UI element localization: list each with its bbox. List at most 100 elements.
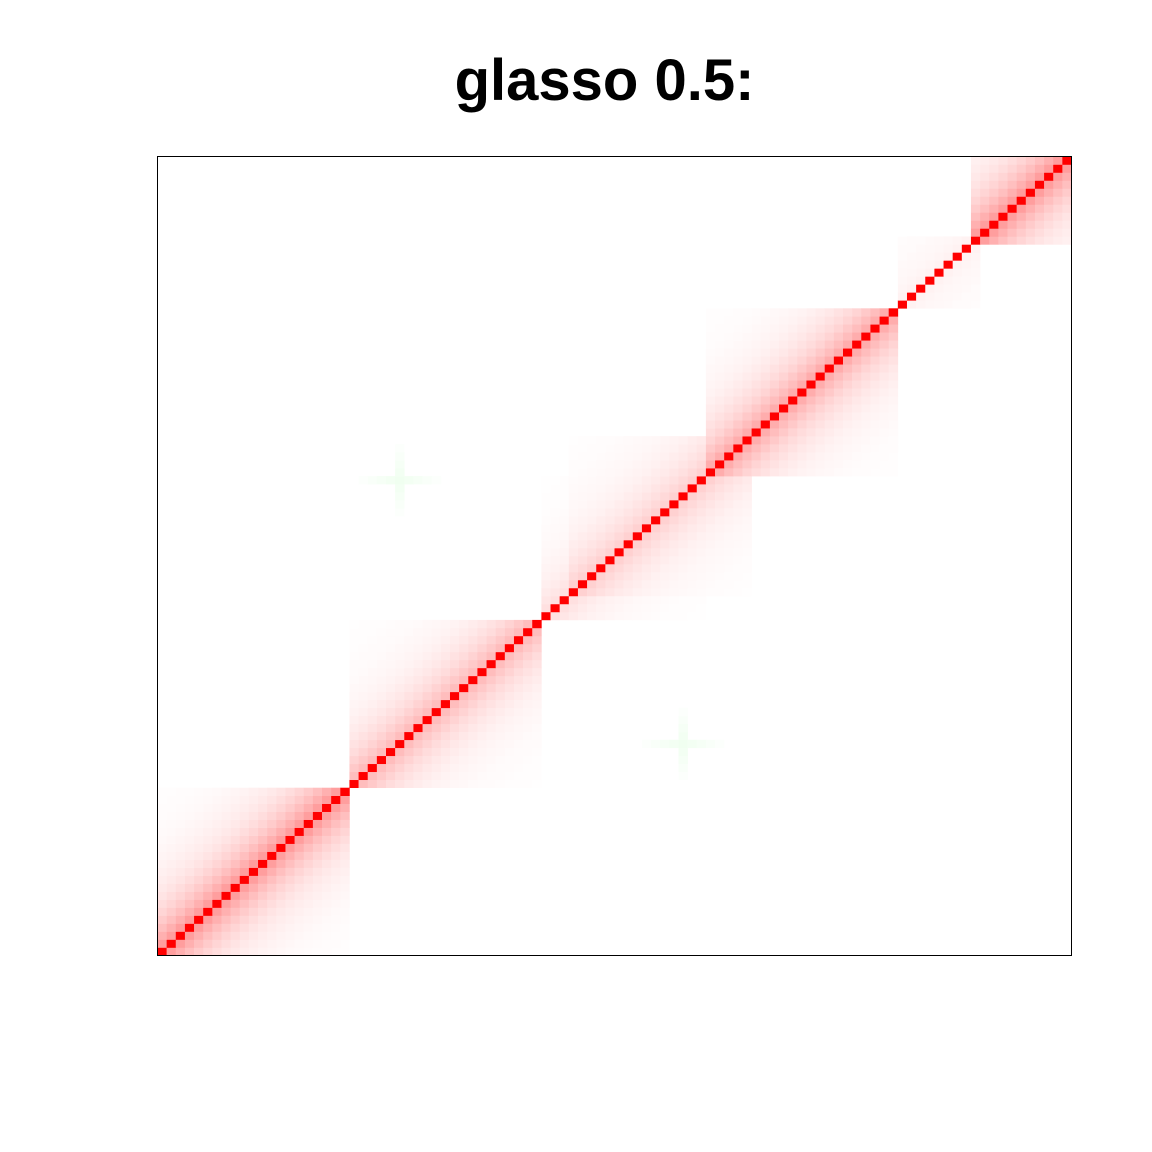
- heatmap-cell: [221, 787, 231, 796]
- heatmap-cell: [468, 635, 478, 645]
- heatmap-cell: [623, 444, 634, 453]
- heatmap-cell: [651, 739, 661, 749]
- heatmap-diagonal-cell: [751, 428, 762, 437]
- heatmap-cell: [440, 707, 451, 717]
- heatmap-cell: [532, 659, 542, 669]
- heatmap-cell: [632, 508, 643, 517]
- heatmap-cell: [194, 827, 204, 836]
- heatmap-cell: [404, 667, 414, 677]
- heatmap-cell: [998, 204, 1008, 213]
- heatmap-cell: [523, 763, 533, 773]
- heatmap-cell: [678, 563, 688, 573]
- heatmap-cell: [395, 723, 405, 733]
- heatmap-cell: [587, 563, 597, 573]
- heatmap-cell: [157, 827, 167, 836]
- heatmap-cell: [504, 715, 515, 725]
- heatmap-cell: [477, 707, 487, 717]
- heatmap-cell: [459, 651, 469, 661]
- heatmap-cell: [888, 396, 899, 405]
- heatmap-cell: [952, 236, 963, 245]
- heatmap-cell: [952, 292, 963, 301]
- heatmap-cell: [267, 891, 277, 900]
- heatmap-cell: [852, 372, 862, 381]
- heatmap-cell: [733, 468, 743, 477]
- heatmap-cell: [294, 875, 305, 884]
- heatmap-cell: [861, 428, 871, 437]
- heatmap-diagonal-cell: [166, 939, 177, 948]
- heatmap-cell: [870, 444, 880, 453]
- heatmap-cell: [751, 452, 762, 461]
- heatmap-cell: [1025, 164, 1036, 173]
- heatmap-cell: [705, 571, 716, 581]
- heatmap-cell: [440, 683, 451, 693]
- heatmap-cell: [440, 675, 451, 685]
- heatmap-diagonal-cell: [386, 747, 396, 757]
- heatmap-cell: [824, 332, 835, 341]
- heatmap-cell: [833, 388, 844, 397]
- heatmap-cell: [559, 476, 570, 485]
- heatmap-cell: [175, 843, 186, 852]
- heatmap-cell: [760, 308, 771, 317]
- heatmap-cell: [504, 691, 515, 701]
- heatmap-cell: [550, 476, 560, 485]
- heatmap-cell: [276, 931, 286, 940]
- heatmap-cell: [669, 468, 679, 477]
- heatmap-diagonal-cell: [678, 492, 688, 501]
- heatmap-cell: [705, 524, 716, 533]
- heatmap-cell: [413, 699, 423, 709]
- heatmap-cell: [760, 388, 771, 397]
- heatmap-cell: [459, 779, 469, 789]
- heatmap-cell: [203, 859, 213, 868]
- heatmap-cell: [897, 244, 908, 253]
- heatmap-cell: [449, 667, 460, 677]
- heatmap-cell: [440, 723, 451, 733]
- heatmap-cell: [715, 484, 725, 493]
- heatmap-cell: [495, 699, 506, 709]
- heatmap-cell: [459, 699, 469, 709]
- heatmap-cell: [221, 875, 231, 884]
- heatmap-cell: [788, 348, 798, 357]
- heatmap-cell: [303, 891, 314, 900]
- heatmap-cell: [861, 324, 871, 333]
- heatmap-cell: [705, 508, 716, 517]
- heatmap-cell: [422, 739, 432, 749]
- heatmap-cell: [239, 811, 250, 820]
- heatmap-diagonal-cell: [888, 308, 899, 317]
- heatmap-cell: [678, 436, 688, 445]
- heatmap-cell: [861, 316, 871, 325]
- heatmap-cell: [705, 548, 716, 557]
- heatmap-cell: [705, 404, 716, 413]
- heatmap-cell: [559, 563, 570, 573]
- heatmap-cell: [870, 332, 880, 341]
- heatmap-cell: [449, 755, 460, 765]
- heatmap-cell: [906, 268, 917, 277]
- heatmap-cell: [797, 396, 807, 405]
- heatmap-cell: [970, 244, 981, 253]
- heatmap-cell: [769, 316, 780, 325]
- heatmap-cell: [870, 460, 880, 469]
- heatmap-cell: [587, 587, 597, 597]
- heatmap-cell: [477, 651, 487, 661]
- heatmap-cell: [495, 747, 506, 757]
- heatmap-diagonal-cell: [468, 675, 478, 685]
- heatmap-cell: [230, 851, 241, 860]
- heatmap-cell: [376, 779, 387, 789]
- heatmap-cell: [541, 571, 551, 581]
- heatmap-cell: [724, 308, 734, 317]
- heatmap-cell: [687, 476, 698, 485]
- heatmap-cell: [641, 556, 652, 565]
- heatmap-cell: [559, 603, 570, 613]
- heatmap-cell: [285, 819, 295, 828]
- heatmap-cell: [541, 540, 551, 549]
- heatmap-cell: [715, 428, 725, 437]
- heatmap-cell: [651, 500, 661, 509]
- heatmap-cell: [980, 212, 990, 221]
- heatmap-cell: [504, 747, 515, 757]
- heatmap-cell: [696, 548, 707, 557]
- heatmap-cell: [779, 428, 789, 437]
- heatmap-cell: [641, 540, 652, 549]
- heatmap-cell: [294, 835, 305, 844]
- heatmap-cell: [294, 803, 305, 812]
- heatmap-cell: [504, 651, 515, 661]
- heatmap-cell: [751, 444, 762, 453]
